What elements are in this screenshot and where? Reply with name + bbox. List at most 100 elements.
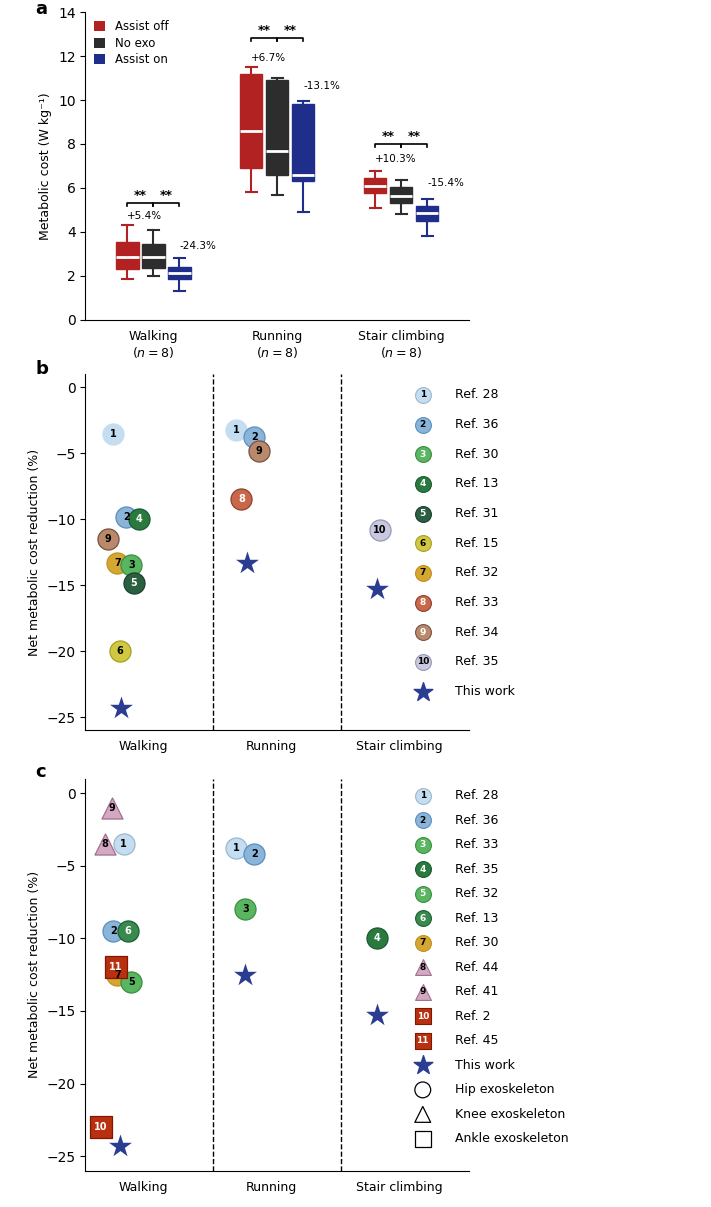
Text: 11: 11 [109,962,123,973]
Text: 5: 5 [419,509,426,518]
Text: Ref. 13: Ref. 13 [455,478,498,490]
Text: 9: 9 [109,803,116,812]
Point [241,553,252,572]
Text: 6: 6 [117,646,123,657]
Point [249,845,260,864]
Point [417,933,429,952]
Text: 5: 5 [131,577,137,588]
PathPatch shape [416,205,438,221]
Text: -24.3%: -24.3% [179,240,216,251]
Text: 2: 2 [419,420,426,430]
Text: Ref. 2: Ref. 2 [455,1010,491,1022]
Text: **: ** [284,24,296,37]
Text: Ref. 28: Ref. 28 [455,389,498,402]
Point [374,520,385,540]
PathPatch shape [142,244,164,268]
Text: 4: 4 [419,864,426,874]
Text: **: ** [160,189,173,203]
Point [417,682,429,701]
Text: -15.4%: -15.4% [427,177,464,188]
Text: 3: 3 [419,450,426,459]
Text: Ref. 33: Ref. 33 [455,838,498,851]
Text: 1: 1 [120,839,127,849]
Text: **: ** [407,130,421,142]
Point [107,798,118,817]
Point [371,928,383,947]
Text: Ref. 35: Ref. 35 [455,863,498,876]
Point [115,698,127,717]
Text: 3: 3 [242,904,249,914]
Point [417,835,429,855]
Point [371,579,383,599]
Point [112,553,123,572]
Text: Ref. 45: Ref. 45 [455,1034,498,1048]
Text: 2: 2 [251,849,257,859]
Text: 3: 3 [128,560,135,571]
Point [417,1056,429,1075]
Point [114,1137,126,1156]
PathPatch shape [266,80,289,175]
Point [417,1130,429,1149]
PathPatch shape [364,179,386,193]
Text: 9: 9 [419,987,426,996]
Point [417,884,429,903]
Text: 6: 6 [419,914,426,923]
PathPatch shape [390,187,412,203]
Point [230,420,242,439]
Text: 10: 10 [94,1123,107,1132]
Text: 3: 3 [419,840,426,850]
Point [108,921,119,940]
Text: 1: 1 [419,791,426,800]
Text: 11: 11 [417,1037,429,1045]
Y-axis label: Net metabolic cost reduction (%): Net metabolic cost reduction (%) [28,449,41,655]
Text: 2: 2 [251,432,257,443]
Text: This work: This work [455,686,515,698]
Text: **: ** [134,189,147,203]
Point [254,441,265,460]
Text: 8: 8 [419,963,426,972]
Text: 6: 6 [419,538,426,548]
Text: This work: This work [455,1059,515,1072]
Text: 1: 1 [233,844,240,853]
Point [108,424,119,443]
Text: 1: 1 [110,428,117,438]
PathPatch shape [169,267,191,279]
Point [236,490,247,509]
Text: 2: 2 [123,512,129,521]
Point [230,839,242,858]
Point [417,444,429,463]
Text: 4: 4 [419,479,426,489]
Point [417,1007,429,1026]
Text: Ref. 15: Ref. 15 [455,537,498,550]
Point [114,641,126,660]
Text: Ref. 32: Ref. 32 [455,887,498,900]
Text: 2: 2 [110,926,117,937]
Text: +5.4%: +5.4% [127,211,163,221]
Text: 5: 5 [128,976,135,987]
Text: 7: 7 [114,969,121,980]
Y-axis label: Metabolic cost (W kg⁻¹): Metabolic cost (W kg⁻¹) [39,92,53,240]
Text: Ankle exoskeleton: Ankle exoskeleton [455,1132,569,1145]
Text: 7: 7 [419,568,426,577]
Text: +6.7%: +6.7% [251,53,287,63]
Text: Ref. 28: Ref. 28 [455,789,498,803]
Text: 1: 1 [419,390,426,400]
Text: Ref. 31: Ref. 31 [455,507,498,520]
PathPatch shape [117,241,139,269]
Text: 9: 9 [105,533,112,544]
Text: Knee exoskeleton: Knee exoskeleton [455,1108,565,1121]
Text: 10: 10 [417,658,429,666]
Point [417,1031,429,1050]
Text: 1: 1 [233,425,240,435]
Text: Ref. 30: Ref. 30 [455,448,498,461]
Text: Ref. 13: Ref. 13 [455,911,498,925]
Text: 2: 2 [419,816,426,824]
Text: -13.1%: -13.1% [304,81,340,92]
Text: Ref. 36: Ref. 36 [455,418,498,431]
Point [371,1005,383,1025]
Point [417,533,429,553]
Text: Ref. 44: Ref. 44 [455,961,498,974]
Point [417,652,429,671]
Y-axis label: Net metabolic cost reduction (%): Net metabolic cost reduction (%) [28,871,41,1078]
Text: Hip exoskeleton: Hip exoskeleton [455,1084,555,1096]
